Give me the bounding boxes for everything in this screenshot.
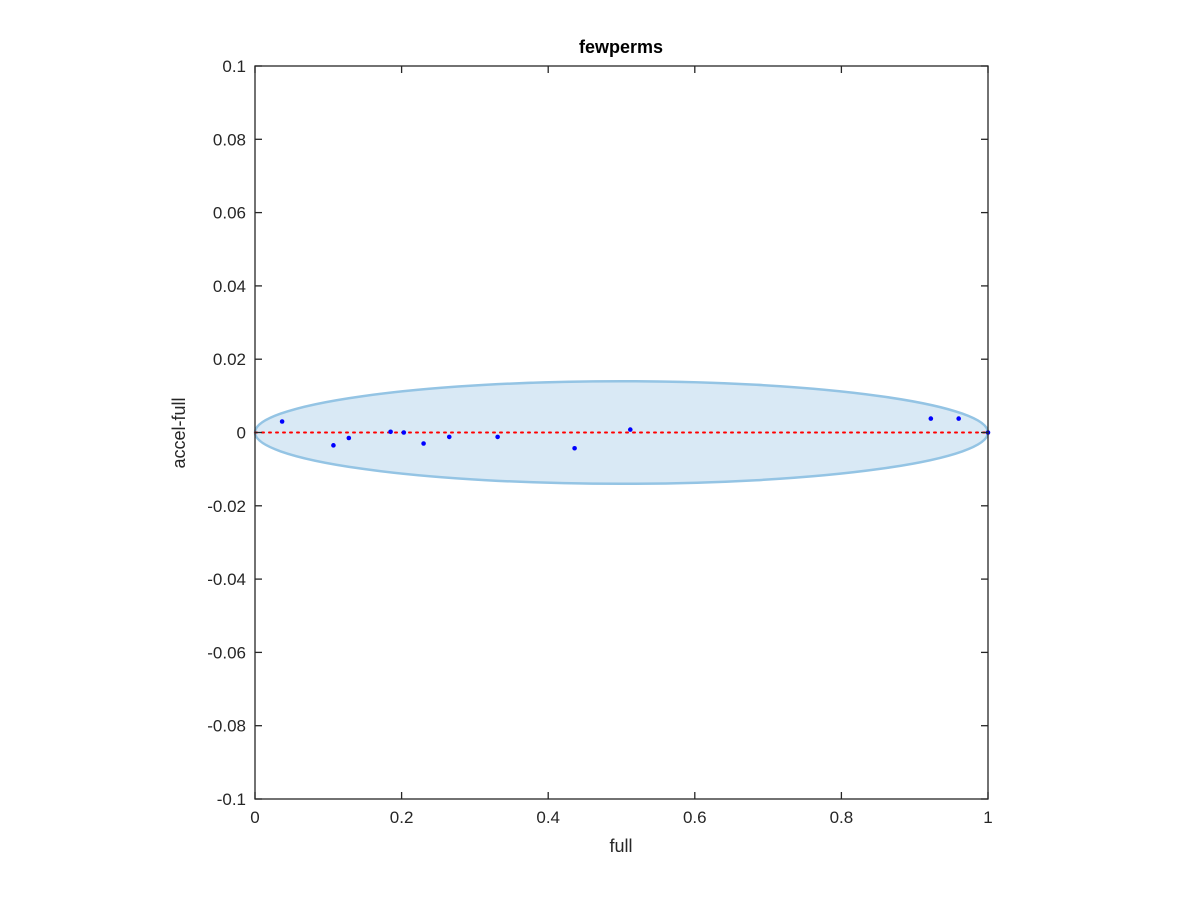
data-point (572, 445, 577, 451)
data-point (388, 429, 393, 435)
data-point (331, 443, 336, 448)
data-point (627, 427, 633, 432)
y-tick-label: -0.1 (217, 790, 246, 809)
y-axis-label: accel-full (169, 397, 189, 468)
y-tick-label: -0.04 (207, 570, 246, 589)
data-point (346, 435, 352, 441)
y-tick-label: -0.02 (207, 497, 246, 516)
x-tick-label: 1 (983, 808, 992, 827)
x-tick-label: 0 (250, 808, 259, 827)
data-point (421, 441, 426, 446)
x-tick-label: 0.2 (390, 808, 414, 827)
data-point (956, 416, 961, 421)
y-tick-label: -0.08 (207, 717, 246, 736)
plot-area: 0 0.2 0.4 0.6 0.8 1 0.1 0.08 0.06 0.04 0.02 0 -0.02 -… (207, 57, 992, 827)
x-tick-label: 0.4 (536, 808, 560, 827)
y-tick-label: 0 (237, 424, 246, 443)
x-axis-label: full (609, 836, 632, 856)
data-point (495, 434, 500, 440)
y-tick-label: 0.02 (213, 350, 246, 369)
data-point (279, 419, 285, 424)
y-tick-label: 0.04 (213, 277, 246, 296)
y-tick-label: -0.06 (207, 643, 246, 662)
data-point (928, 416, 934, 421)
x-tick-label: 0.6 (683, 808, 707, 827)
y-tick-label: 0.1 (222, 57, 246, 76)
y-tick-label: 0.06 (213, 204, 246, 223)
chart-title: fewperms (579, 37, 663, 57)
y-tick-label: 0.08 (213, 130, 246, 149)
data-point (401, 430, 407, 435)
x-tick-label: 0.8 (830, 808, 854, 827)
data-point (446, 434, 452, 440)
